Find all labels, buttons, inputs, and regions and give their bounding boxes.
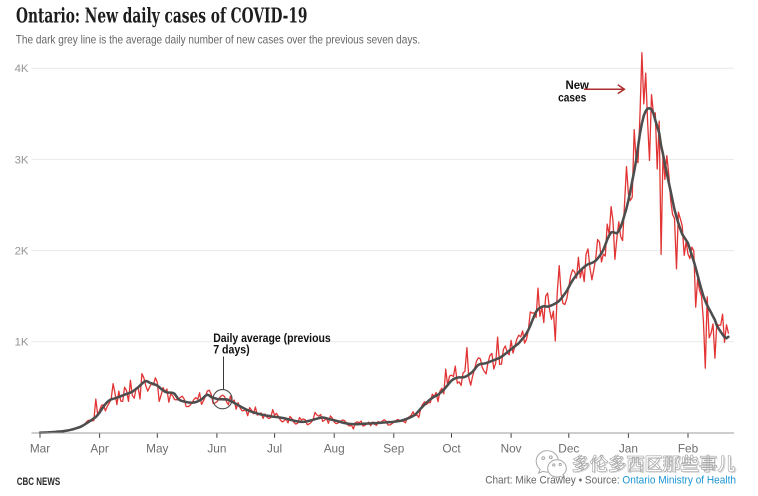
watermark-glyph (699, 454, 717, 473)
daily-average-highlight-circle (212, 389, 233, 410)
x-tick-label: Mar (30, 441, 50, 455)
page-title: Ontario: New daily cases of COVID-19 (16, 3, 308, 27)
watermark-glyph (717, 455, 736, 473)
annotation-daily-average-line2: 7 days) (213, 343, 250, 357)
x-tick-label: Dec (558, 441, 579, 455)
source-link[interactable]: Ontario Ministry of Health (622, 475, 736, 487)
watermark-glyph (608, 454, 626, 473)
watermark-text (572, 454, 737, 474)
y-tick-label: 3K (15, 154, 29, 166)
x-tick-label: Jul (267, 441, 282, 455)
annotation-daily-average-line1: Daily average (previous (213, 331, 331, 345)
chart-subtitle: The dark grey line is the average daily … (16, 34, 420, 47)
annotation-new-cases: New cases (558, 78, 626, 104)
annotation-daily-average: Daily average (previous 7 days) (212, 331, 331, 410)
new-cases-arrow-icon (584, 84, 626, 95)
x-tick-label: Sep (383, 441, 404, 455)
y-tick-label: 4K (15, 63, 29, 75)
y-tick-label: 2K (15, 246, 29, 258)
x-tick-label: Aug (324, 441, 345, 455)
watermark-glyph (572, 454, 590, 473)
footer-brand: CBC NEWS (17, 476, 61, 488)
annotation-new-cases-line2: cases (558, 90, 586, 104)
watermark-glyph (681, 454, 699, 472)
x-tick-label: Nov (501, 441, 522, 455)
x-tick-label: Oct (442, 441, 461, 455)
series-7day-average-line (38, 107, 730, 434)
watermark-glyph (626, 455, 644, 473)
watermark-glyph (645, 455, 663, 472)
watermark-glyph (589, 454, 609, 473)
credit-prefix: Chart: Mike Crawley • Source: (485, 475, 622, 487)
x-tick-label: Apr (90, 441, 108, 455)
wechat-bubbles-logo-icon (535, 450, 567, 479)
x-tick-label: Jun (207, 441, 226, 455)
series-new-cases-line (39, 52, 730, 434)
y-tick-label: 1K (15, 337, 29, 349)
annotation-new-cases-line1: New (565, 78, 589, 92)
x-tick-label: Jan (619, 441, 638, 455)
x-tick-label: May (146, 441, 168, 455)
footer-credit: Chart: Mike Crawley • Source: Ontario Mi… (485, 475, 736, 487)
chart-series (38, 52, 730, 434)
x-tick-label: Feb (678, 441, 699, 455)
chart-grid: 1K 2K 3K 4K (15, 63, 734, 349)
watermark-glyph (662, 455, 681, 473)
chart-axis: Mar Apr May Jun Jul Aug Sep Oct Nov Dec Jan Feb (30, 432, 734, 455)
watermark (535, 450, 737, 479)
